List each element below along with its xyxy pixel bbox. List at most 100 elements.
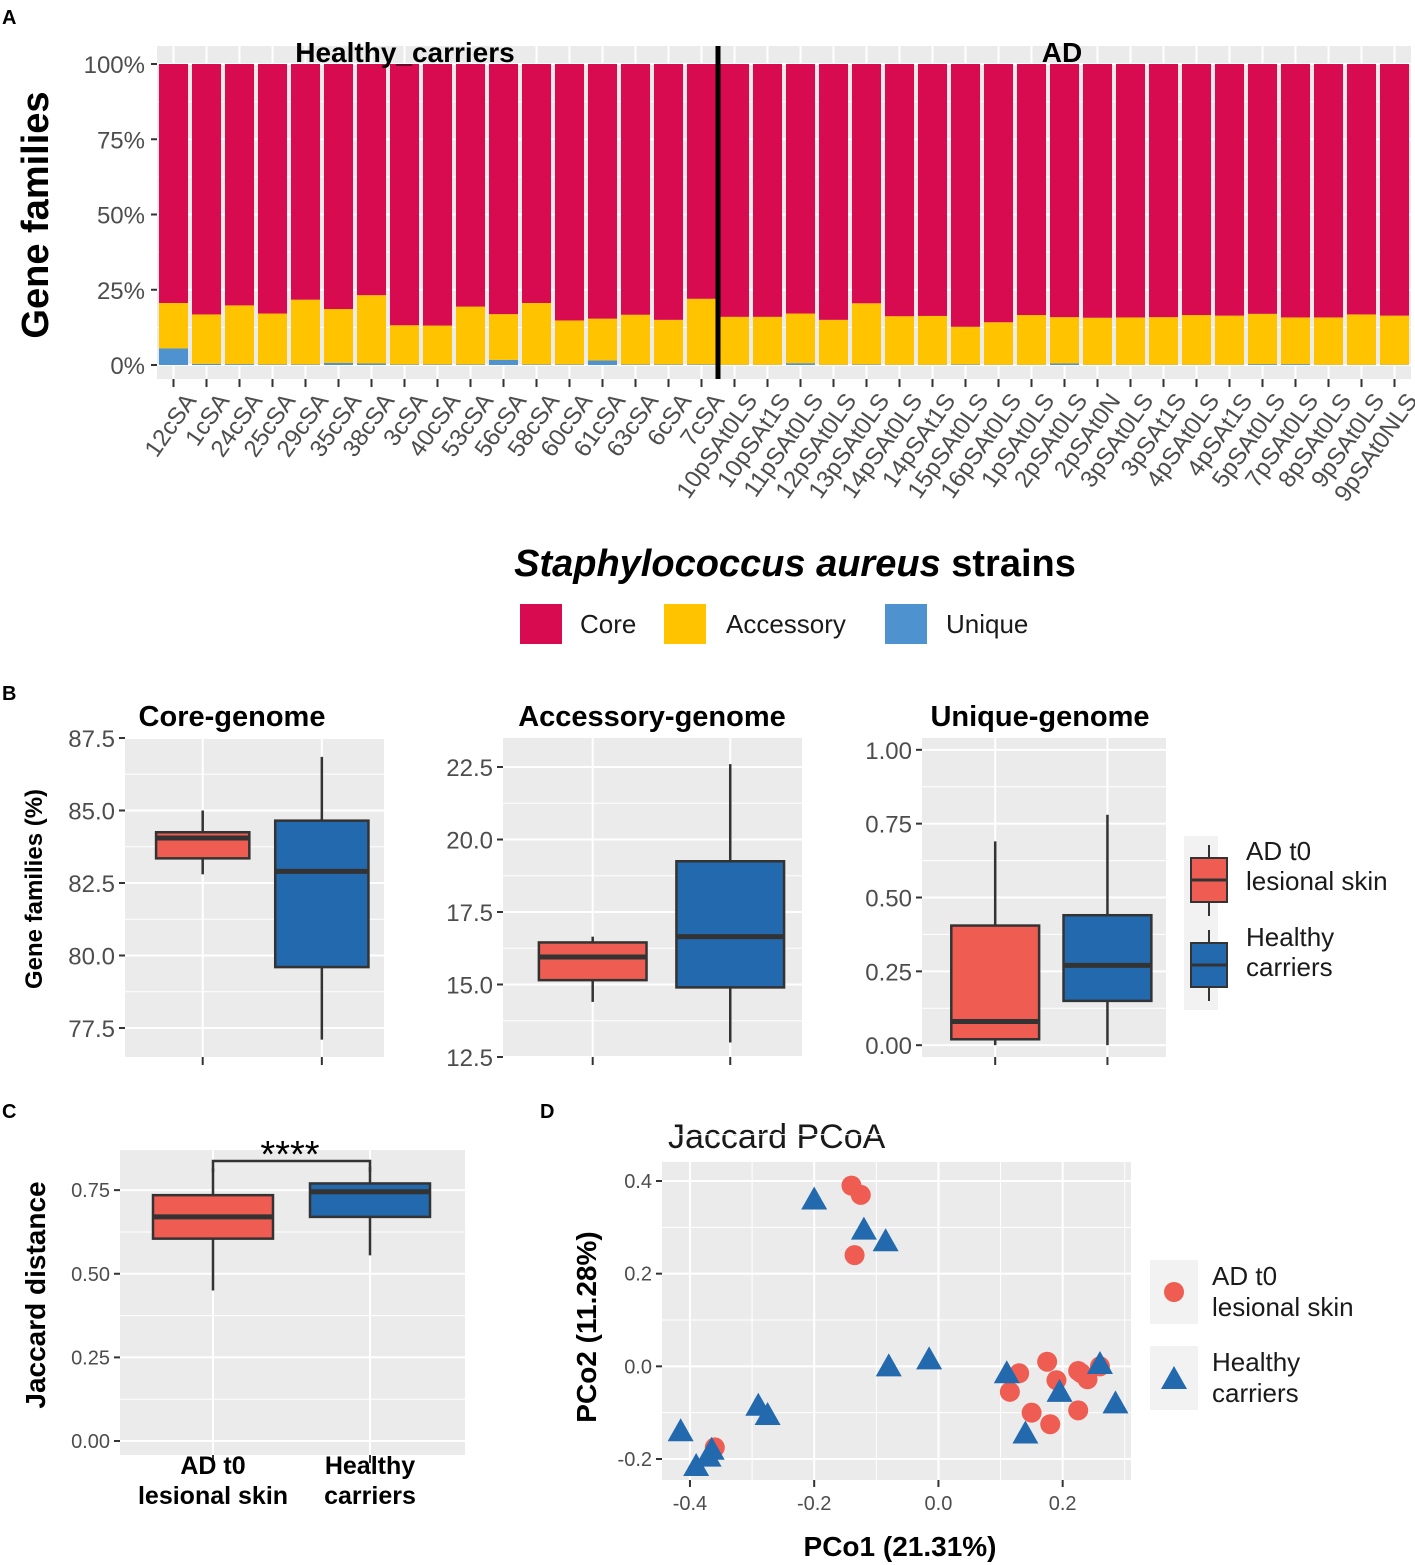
bar-unique-35cSA: [323, 362, 354, 365]
bar-core-38cSA: [356, 64, 387, 296]
y-tick-label: 0.00: [865, 1033, 912, 1060]
panel-c-box-plot: Jaccard distance 0.00 0.25 0.50 0.75 **** A…: [20, 1134, 465, 1510]
legend-healthy-label-line2: carriers: [1246, 952, 1333, 982]
panel-a-y-axis-title: Gene families: [15, 91, 57, 338]
x-axis-title-suffix: strains: [941, 543, 1076, 585]
point-healthy-carriers: [754, 1401, 781, 1425]
bar-unique-63cSA: [620, 364, 651, 365]
x-tick-label: 0.0: [925, 1493, 953, 1515]
facet-accessory-genome: 12.5 15.0 17.5 20.0 22.5: [446, 738, 802, 1072]
legend-ad-label-line2: lesional skin: [1246, 866, 1388, 896]
legend-accessory-label: Accessory: [726, 609, 846, 639]
bar-unique-24cSA: [224, 364, 255, 365]
box-healthy-box: [675, 860, 786, 989]
y-tick-label: 0.50: [865, 886, 912, 913]
point-ad-t0-lesional-skin: [1037, 1351, 1058, 1372]
bar-accessory-7pSAt0LS: [1280, 317, 1311, 365]
bar-core-11pSAt0LS: [785, 64, 816, 314]
panel-c-y-axis-title: Jaccard distance: [20, 1181, 51, 1408]
significance-stars: ****: [260, 1134, 319, 1176]
panel-d-y-axis-title: PCo2 (11.28%): [571, 1231, 602, 1422]
bar-core-3pSAt1S: [1148, 64, 1179, 318]
panel-a-y-axis: 0% 25% 50% 75% 100%: [84, 52, 157, 380]
y-tick-label: 0.75: [71, 1180, 110, 1202]
panel-d-plot: -0.4 -0.2 0.0 0.2 -0.2 0.0 0.2 0.4: [618, 1134, 1131, 1515]
bar-accessory-4pSAt0LS: [1181, 315, 1212, 365]
point-healthy-carriers: [1086, 1351, 1113, 1375]
legend-healthy-label-line1: Healthy: [1246, 922, 1334, 952]
bar-accessory-10pSAt0LS: [719, 316, 750, 365]
bar-core-9pSAt0NLS: [1379, 64, 1410, 316]
legend-ad-circle: [1164, 1282, 1184, 1302]
bar-unique-3cSA: [389, 364, 420, 365]
y-tick-label: 0.75: [865, 812, 912, 839]
bar-core-3pSAt0LS: [1115, 64, 1146, 318]
bar-accessory-3cSA: [389, 325, 420, 365]
bar-accessory-13pSAt0LS: [851, 303, 882, 365]
facet-core-genome: 77.5 80.0 82.5 85.0 87.5: [68, 726, 384, 1065]
bar-accessory-60cSA: [554, 320, 585, 365]
bar-accessory-4pSAt1S: [1214, 315, 1245, 365]
facet-title-unique-genome: Unique-genome: [930, 701, 1149, 733]
y-tick-label: 15.0: [446, 973, 493, 1000]
bar-accessory-6cSA: [653, 319, 684, 365]
bar-unique-60cSA: [554, 364, 585, 365]
group-label-ad: AD: [1042, 37, 1082, 68]
bar-core-13pSAt0LS: [851, 64, 882, 304]
box-ad-box: [537, 941, 648, 982]
bar-core-4pSAt1S: [1214, 64, 1245, 316]
panel-c-x-label-healthy-line2: carriers: [324, 1482, 416, 1510]
panel-d-x-axis-title: PCo1 (21.31%): [804, 1531, 997, 1562]
bar-unique-5pSAt0LS: [1247, 364, 1278, 365]
bar-core-24cSA: [224, 64, 255, 306]
bar-accessory-7cSA: [686, 298, 717, 365]
point-ad-t0-lesional-skin: [1068, 1400, 1089, 1421]
y-tick-label: 1.00: [865, 738, 912, 765]
bar-core-14pSAt1S: [917, 64, 948, 316]
bar-core-60cSA: [554, 64, 585, 321]
legend-healthy-label-line1: Healthy: [1212, 1347, 1300, 1377]
bar-accessory-40cSA: [422, 325, 453, 365]
bar-unique-7pSAt0LS: [1280, 364, 1311, 365]
point-healthy-carriers: [850, 1216, 877, 1240]
bar-core-15pSAt0LS: [950, 64, 981, 327]
panel-label-b: B: [2, 683, 16, 705]
point-healthy-carriers: [916, 1346, 943, 1370]
bar-accessory-5pSAt0LS: [1247, 313, 1278, 365]
bar-accessory-2pSAt0N: [1082, 317, 1113, 365]
bar-core-3cSA: [389, 64, 420, 326]
point-ad-t0-lesional-skin: [844, 1245, 865, 1266]
panel-label-a: A: [2, 7, 16, 29]
bar-unique-58cSA: [521, 364, 552, 365]
bar-accessory-1pSAt0LS: [1016, 315, 1047, 365]
panel-c-plot: 0.00 0.25 0.50 0.75: [71, 1147, 465, 1463]
bar-core-5pSAt0LS: [1247, 64, 1278, 314]
legend-accessory-swatch: [664, 604, 706, 644]
legend-ad-label-line2: lesional skin: [1212, 1292, 1354, 1322]
bar-unique-40cSA: [422, 364, 453, 365]
bar-accessory-29cSA: [290, 299, 321, 365]
bar-unique-61cSA: [587, 360, 618, 365]
bar-unique-53cSA: [455, 364, 486, 365]
bar-core-10pSAt1S: [752, 64, 783, 317]
bar-accessory-3pSAt1S: [1148, 317, 1179, 365]
bar-accessory-12pSAt0LS: [818, 319, 849, 365]
legend-core-swatch: [520, 604, 562, 644]
bar-core-25cSA: [257, 64, 288, 314]
bar-accessory-14pSAt0LS: [884, 316, 915, 365]
panel-c-x-label-ad-line1: AD t0: [180, 1452, 245, 1480]
point-healthy-carriers: [698, 1436, 725, 1460]
bar-unique-13pSAt0LS: [851, 364, 882, 365]
bar-core-16pSAt0LS: [983, 64, 1014, 323]
point-healthy-carriers: [1102, 1390, 1129, 1414]
bar-accessory-25cSA: [257, 313, 288, 365]
facet-title-accessory-genome: Accessory-genome: [518, 701, 786, 733]
panel-c-x-label-ad-line2: lesional skin: [138, 1482, 288, 1510]
bar-accessory-11pSAt0LS: [785, 313, 816, 364]
bar-accessory-35cSA: [323, 309, 354, 363]
bar-core-35cSA: [323, 64, 354, 310]
legend-ad-label-line1: AD t0: [1212, 1261, 1277, 1291]
legend-unique-label: Unique: [946, 609, 1028, 639]
point-ad-t0-lesional-skin: [999, 1381, 1020, 1402]
facet-unique-genome: 0.00 0.25 0.50 0.75 1.00: [865, 738, 1166, 1065]
